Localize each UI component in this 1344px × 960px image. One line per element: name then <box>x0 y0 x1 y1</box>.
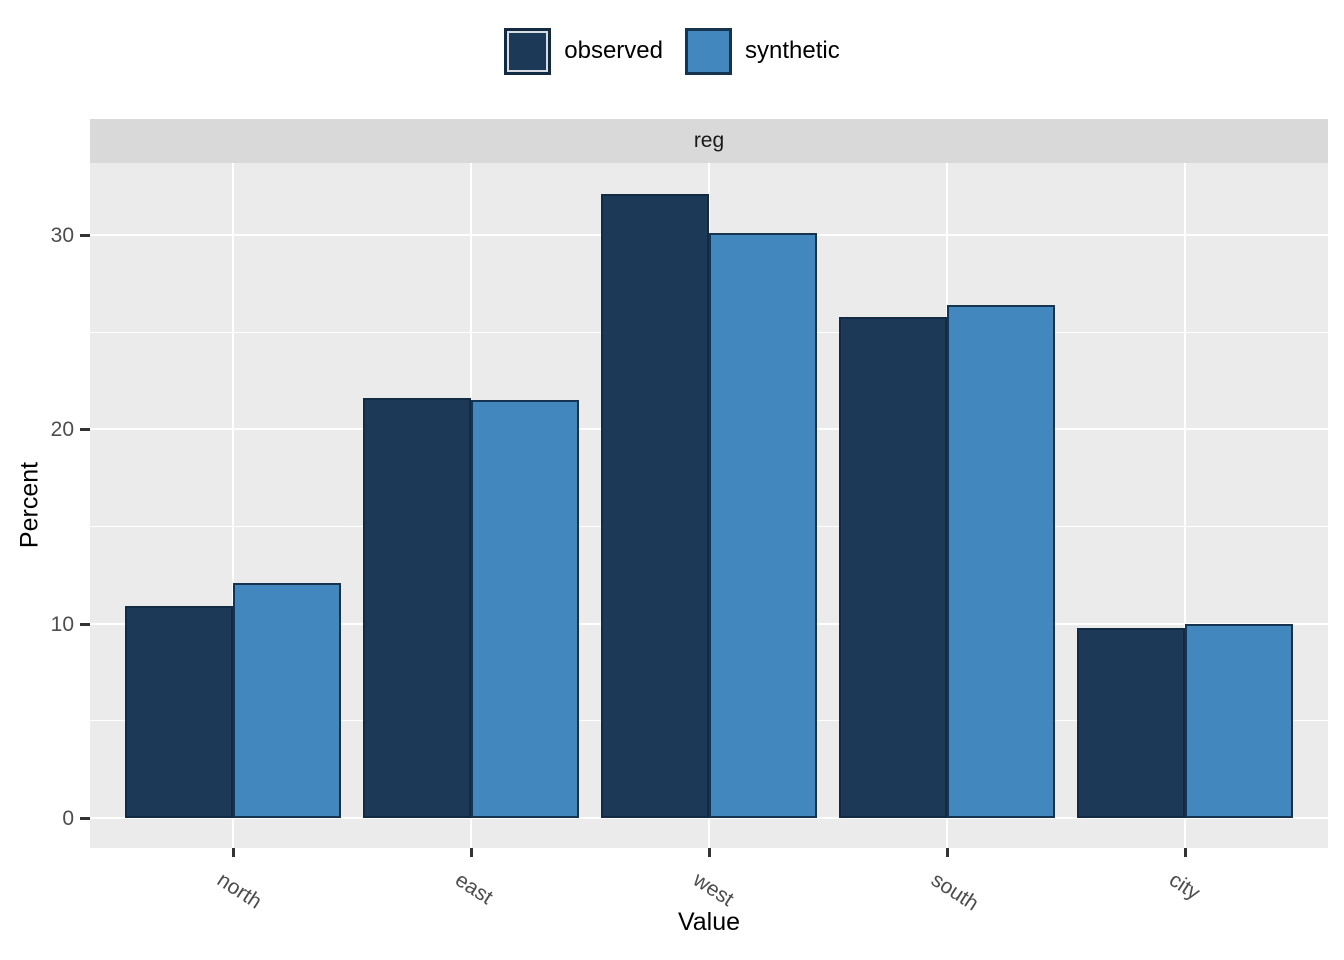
x-axis-label-west: west <box>689 868 738 911</box>
y-axis-tick-mark <box>80 428 90 432</box>
y-axis-tick-mark <box>80 817 90 820</box>
legend-item-observed: observed <box>504 27 663 75</box>
x-axis-tick-mark <box>946 848 949 857</box>
plot-panel <box>90 163 1328 848</box>
facet-strip: reg <box>90 119 1328 163</box>
bar-synthetic-south <box>947 305 1055 818</box>
x-axis-tick-mark <box>708 848 711 857</box>
y-axis-tick-label: 30 <box>50 224 74 248</box>
legend-label-synthetic: synthetic <box>745 37 840 64</box>
x-axis-label-east: east <box>451 868 497 910</box>
legend-key-synthetic-swatch <box>685 27 732 75</box>
bar-observed-east <box>363 398 471 818</box>
bar-observed-west <box>601 194 709 818</box>
y-axis-tick-mark <box>80 234 90 238</box>
bar-synthetic-east <box>471 400 579 818</box>
gridline-major-vertical <box>232 163 234 848</box>
bar-synthetic-west <box>709 233 817 818</box>
bar-observed-city <box>1077 628 1185 818</box>
x-axis-label-city: city <box>1165 868 1204 905</box>
bar-observed-south <box>839 317 947 818</box>
x-axis-title: Value <box>677 908 741 936</box>
y-axis-tick-label: 20 <box>50 418 74 442</box>
bar-observed-north <box>125 606 233 818</box>
facet-strip-label: reg <box>693 129 725 152</box>
x-axis-tick-mark <box>232 848 235 857</box>
gridline-major-vertical <box>1184 163 1186 848</box>
y-axis-title: Percent <box>15 461 44 549</box>
y-axis-tick-label: 0 <box>62 807 74 830</box>
legend-label-observed: observed <box>564 37 663 64</box>
x-axis-tick-mark <box>470 848 473 857</box>
bar-synthetic-city <box>1185 624 1293 818</box>
y-axis-tick-label: 10 <box>50 612 74 636</box>
legend-key-observed-swatch <box>504 27 552 75</box>
bar-synthetic-north <box>233 583 341 818</box>
x-axis-tick-mark <box>1184 848 1187 857</box>
x-axis-label-north: north <box>213 868 266 914</box>
legend-item-synthetic: synthetic <box>685 27 840 75</box>
legend: observed synthetic <box>0 26 1344 76</box>
y-axis-tick-mark <box>80 622 90 626</box>
